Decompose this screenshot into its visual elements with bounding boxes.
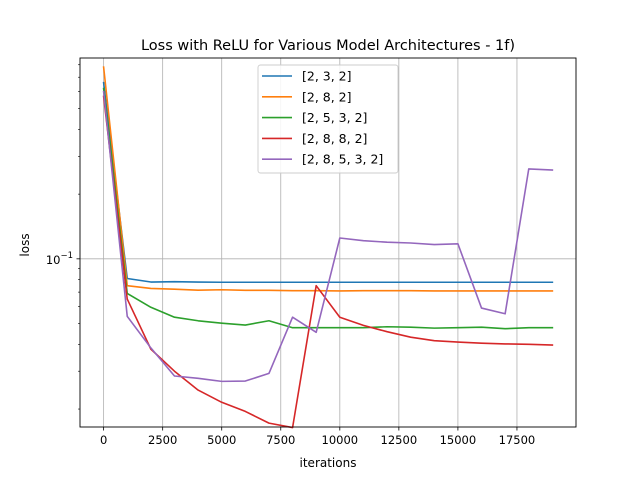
legend-label: [2, 8, 2] bbox=[302, 89, 352, 104]
legend-label: [2, 3, 2] bbox=[302, 69, 352, 84]
legend-box bbox=[257, 64, 399, 174]
legend-items: [2, 3, 2] [2, 8, 2] [2, 5, 3, 2] [2, 8, 8, … bbox=[262, 69, 383, 167]
x-tick-label: 10000 bbox=[322, 433, 359, 447]
y-axis-label: loss bbox=[18, 233, 32, 256]
x-tick-label: 12500 bbox=[381, 433, 418, 447]
series-line-1 bbox=[102, 66, 554, 292]
axis-ticks: 0 2500 5000 7500 10000 12500 15000 17500 10−1 bbox=[46, 64, 536, 447]
x-tick-label: 2500 bbox=[148, 433, 177, 447]
legend: [2, 3, 2] [2, 8, 2] [2, 5, 3, 2] [2, 8, 8, … bbox=[257, 64, 399, 174]
x-tick-label: 0 bbox=[100, 433, 107, 447]
series-line-2 bbox=[102, 87, 554, 330]
series-line-3 bbox=[102, 95, 554, 429]
legend-label: [2, 8, 5, 3, 2] bbox=[302, 152, 383, 167]
x-tick-label: 17500 bbox=[499, 433, 536, 447]
y-tick-label: 10−1 bbox=[46, 251, 73, 267]
x-tick-label: 5000 bbox=[207, 433, 236, 447]
series-line-4 bbox=[102, 90, 554, 383]
x-axis-label: iterations bbox=[300, 456, 357, 470]
plot-frame bbox=[79, 57, 577, 428]
series-lines bbox=[102, 66, 554, 429]
legend-label: [2, 5, 3, 2] bbox=[302, 110, 367, 125]
chart-title: Loss with ReLU for Various Model Archite… bbox=[141, 38, 515, 54]
x-tick-label: 7500 bbox=[266, 433, 295, 447]
legend-label: [2, 8, 8, 2] bbox=[302, 131, 367, 146]
x-tick-label: 15000 bbox=[440, 433, 477, 447]
